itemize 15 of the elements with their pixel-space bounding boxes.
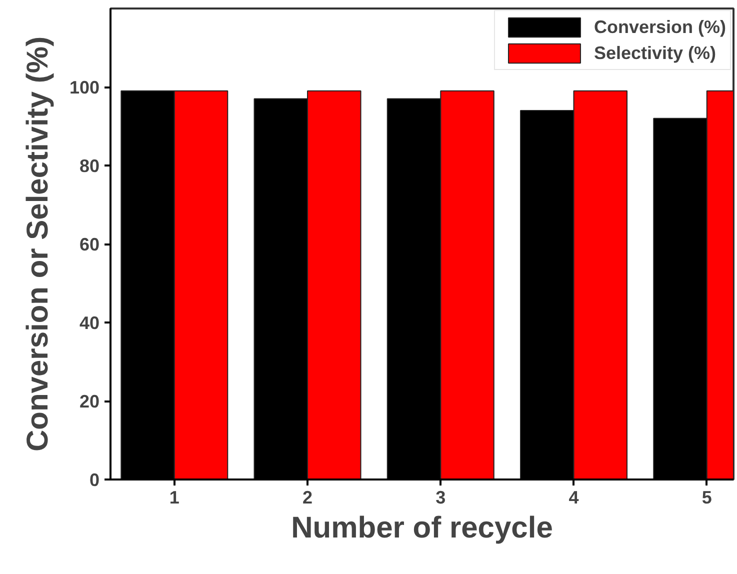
y-tick-label: 0 (89, 470, 100, 490)
y-tick-label: 80 (79, 156, 100, 176)
y-tick-label: 100 (69, 78, 100, 98)
y-axis-title: Conversion or Selectivity (%) (21, 36, 54, 452)
y-tick-label: 60 (79, 234, 100, 254)
x-tick-label: 1 (169, 488, 180, 508)
legend-label: Conversion (%) (594, 16, 726, 38)
legend-label: Selectivity (%) (594, 42, 716, 64)
x-tick-label: 5 (702, 488, 712, 508)
x-axis-title: Number of recycle (291, 512, 553, 544)
y-tick-label: 40 (79, 313, 100, 333)
x-tick-label: 2 (302, 488, 313, 508)
y-tick-label: 20 (79, 392, 100, 412)
x-tick-label: 3 (436, 488, 446, 508)
x-tick-label: 4 (568, 488, 579, 508)
